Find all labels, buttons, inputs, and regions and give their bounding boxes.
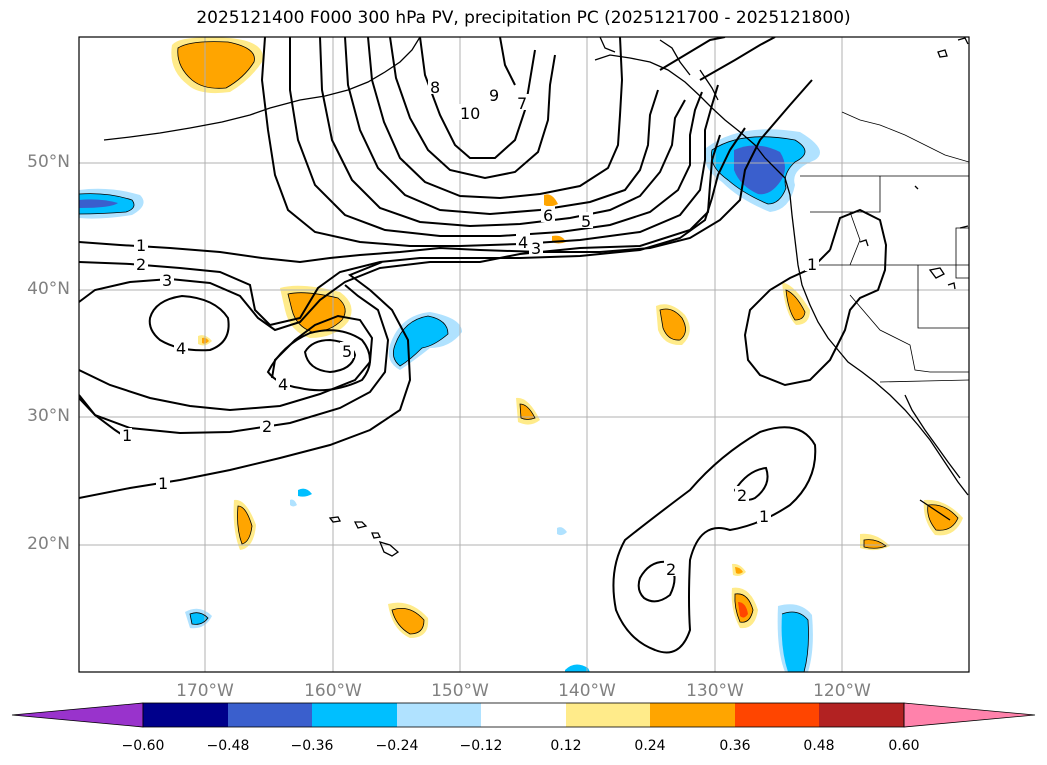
contour-label-4: 4 (176, 339, 186, 358)
colorbar-tick-label: −0.48 (206, 738, 250, 754)
colorbar-segment (228, 703, 312, 727)
colorbar-tick-label: −0.24 (375, 738, 419, 754)
colorbar-segment (143, 703, 228, 727)
pv-contour-1-north (79, 79, 813, 264)
contour-label-2: 2 (136, 255, 146, 274)
pv-contour-7-east (499, 37, 516, 86)
pv-contours (79, 37, 888, 654)
lon-label: 120°W (813, 681, 871, 701)
lon-label: 130°W (686, 681, 744, 701)
pv-contour-east-loop (659, 37, 726, 71)
contour-label-10: 10 (460, 104, 480, 123)
colorbar-segment (650, 703, 735, 727)
contour-label-4: 4 (278, 375, 288, 394)
pv-contour-1-east-offshore (743, 208, 888, 387)
colorbar-segment (819, 703, 904, 727)
colorbar-tick-label: 0.36 (719, 738, 751, 754)
colorbar-segment (481, 703, 566, 727)
colorbar-segment (566, 703, 650, 727)
colorbar-extend-right (903, 702, 1036, 728)
contour-label-2: 2 (666, 560, 676, 579)
precip-negative-region (557, 527, 567, 536)
colorbar-tick-label: 0.24 (634, 738, 666, 754)
colorbar-tick-label: 0.48 (803, 738, 835, 754)
colorbar-extend-left (11, 702, 144, 728)
colorbar-tick-label: 0.60 (888, 738, 920, 754)
contour-label-2: 2 (737, 486, 747, 505)
contour-label-3: 3 (531, 239, 541, 258)
lat-label: 50°N (27, 152, 70, 172)
contour-label-5: 5 (581, 212, 591, 231)
contour-label-1: 1 (759, 507, 769, 526)
pv-contour-4-west (148, 294, 230, 352)
pv-contour-2-southeast-b (637, 560, 676, 603)
map-title: 2025121400 F000 300 hPa PV, precipitatio… (196, 8, 851, 28)
precip-negative-region (298, 488, 312, 497)
contour-label-2: 2 (262, 417, 272, 436)
lon-label: 170°W (176, 681, 234, 701)
pv-contour-1-southeast (612, 426, 817, 654)
precipitation-shading (79, 37, 963, 672)
pv-contour-6 (319, 37, 686, 228)
map-frame (78, 36, 970, 673)
lat-label: 40°N (27, 279, 70, 299)
colorbar-tick-label: −0.12 (459, 738, 503, 754)
pv-contour-7 (344, 37, 659, 216)
contour-label-4: 4 (518, 233, 528, 252)
contour-label-7: 7 (517, 94, 527, 113)
contour-label-5: 5 (342, 342, 352, 361)
pv-contour-east-loop2 (699, 37, 776, 81)
pv-contour-8 (367, 37, 624, 200)
contour-label-1: 1 (807, 255, 817, 274)
colorbar-tick-label: −0.36 (290, 738, 334, 754)
pv-contour-9 (389, 37, 556, 180)
pv-contour-5-west (303, 338, 357, 374)
political-boundaries (800, 111, 969, 383)
precip-negative-region (290, 499, 297, 507)
pv-contour-4-west-loop (266, 329, 371, 392)
precip-outlines (79, 41, 959, 672)
lat-label: 30°N (27, 406, 70, 426)
contour-label-6: 6 (543, 206, 553, 225)
pv-contour-west-low (79, 314, 374, 412)
pv-contour-3 (79, 134, 721, 332)
pv-contour-labels: 1 2 3 4 4 5 2 1 1 8 10 9 7 6 (120, 78, 819, 579)
map-area: 1 2 3 4 4 5 2 1 1 8 10 9 7 6 (79, 37, 969, 672)
colorbar-segment (397, 703, 481, 727)
contour-label-3: 3 (162, 271, 172, 290)
pv-contour-1-south (79, 261, 412, 499)
contour-label-1: 1 (136, 236, 146, 255)
lon-label: 150°W (431, 681, 489, 701)
lon-label: 140°W (558, 681, 616, 701)
contour-label-8: 8 (430, 78, 440, 97)
contour-label-1: 1 (122, 426, 132, 445)
pv-contour-4 (260, 37, 719, 247)
lon-label: 160°W (304, 681, 362, 701)
colorbar-segment (312, 703, 397, 727)
colorbar-tick-label: 0.12 (550, 738, 582, 754)
colorbar-tick-label: −0.60 (121, 738, 165, 754)
precip-positive-region (544, 194, 558, 207)
precip-negative-region (565, 664, 590, 672)
lat-label: 20°N (27, 534, 70, 554)
colorbar (11, 702, 1036, 728)
colorbar-segment (735, 703, 819, 727)
contour-label-9: 9 (489, 86, 499, 105)
contour-label-1: 1 (158, 474, 168, 493)
